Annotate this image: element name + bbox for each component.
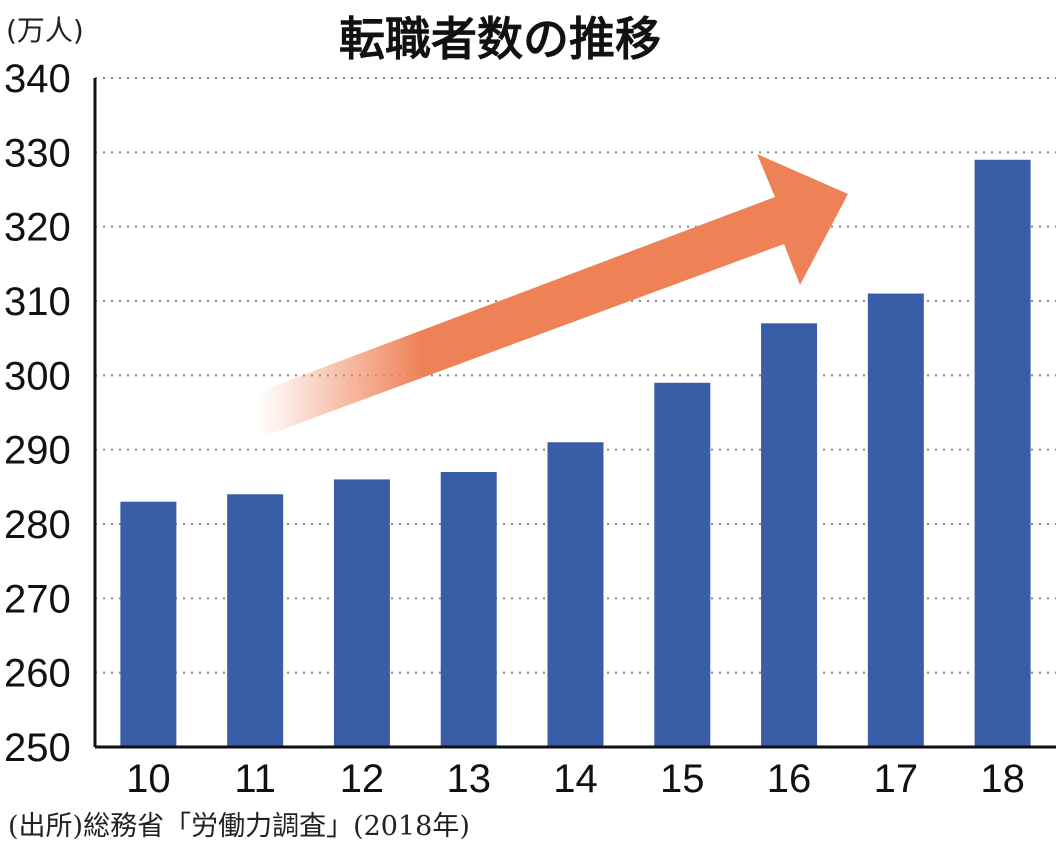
y-tick-label: 340 xyxy=(4,57,71,101)
x-tick-label: 11 xyxy=(234,757,276,801)
bar xyxy=(333,479,390,747)
bar xyxy=(547,442,604,747)
x-tick-label: 15 xyxy=(660,757,705,801)
y-axis-ticks: 250 260 270 280 290 300 310 320 330 340 xyxy=(4,57,71,770)
y-tick-label: 270 xyxy=(4,577,71,621)
bar xyxy=(974,159,1031,747)
y-tick-label: 320 xyxy=(4,206,71,250)
bar xyxy=(440,471,497,747)
y-tick-label: 260 xyxy=(4,652,71,696)
trend-arrow xyxy=(258,154,848,437)
bars xyxy=(120,159,1031,747)
y-tick-label: 290 xyxy=(4,429,71,473)
y-tick-label: 280 xyxy=(4,503,71,547)
y-tick-label: 330 xyxy=(4,131,71,175)
chart-title: 転職者数の推移 xyxy=(339,12,661,66)
bar xyxy=(867,293,924,747)
x-tick-label: 10 xyxy=(126,757,171,801)
x-tick-label: 18 xyxy=(980,757,1025,801)
y-tick-label: 310 xyxy=(4,280,71,324)
x-tick-label: 12 xyxy=(340,757,385,801)
x-tick-label: 13 xyxy=(446,757,491,801)
x-tick-label: 17 xyxy=(874,757,919,801)
bar xyxy=(120,501,177,747)
x-tick-label: 16 xyxy=(767,757,812,801)
source-note: (出所)総務省「労働力調査」(2018年) xyxy=(8,811,470,842)
x-tick-label: 14 xyxy=(553,757,598,801)
y-tick-label: 250 xyxy=(4,726,71,770)
bar xyxy=(227,494,284,747)
y-unit-label: (万人) xyxy=(6,14,84,47)
bar xyxy=(761,323,818,747)
bar xyxy=(654,382,711,747)
x-axis-ticks: 10 11 12 13 14 15 16 17 18 xyxy=(126,757,1025,801)
y-tick-label: 300 xyxy=(4,354,71,398)
